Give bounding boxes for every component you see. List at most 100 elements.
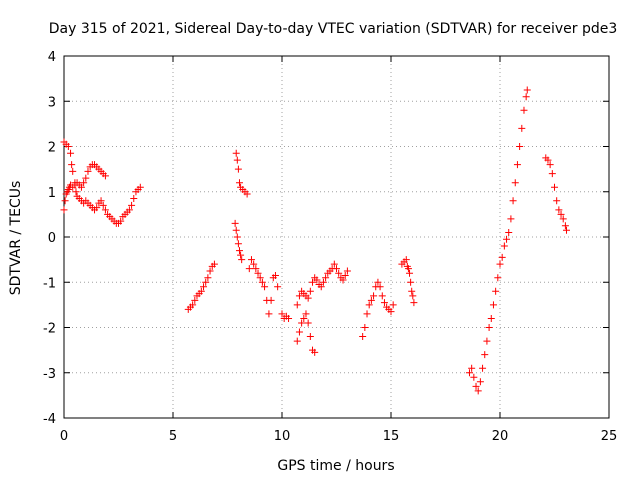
data-point — [232, 149, 240, 157]
data-point — [489, 301, 497, 309]
grid-lines — [64, 56, 609, 418]
data-point — [304, 319, 312, 327]
data-point — [559, 215, 567, 223]
data-point — [518, 124, 526, 132]
data-point — [363, 310, 371, 318]
y-tick-label: -3 — [43, 367, 56, 382]
data-point — [339, 276, 347, 284]
data-point — [234, 165, 242, 173]
data-point — [233, 156, 241, 164]
data-point — [243, 190, 251, 198]
data-point — [69, 167, 77, 175]
data-point — [322, 274, 330, 282]
data-point — [343, 267, 351, 275]
data-point — [513, 161, 521, 169]
data-point — [93, 204, 101, 212]
data-point — [189, 301, 197, 309]
data-series — [359, 278, 397, 341]
data-point — [317, 283, 325, 291]
data-point — [101, 206, 109, 214]
data-point — [232, 226, 240, 234]
data-point — [553, 197, 561, 205]
x-tick-label: 5 — [169, 429, 177, 444]
y-axis-label: SDTVAR / TECUs — [8, 181, 24, 296]
data-point — [278, 310, 286, 318]
data-point — [387, 308, 395, 316]
data-point — [84, 167, 92, 175]
data-point — [295, 328, 303, 336]
data-point — [267, 296, 275, 304]
data-point — [300, 314, 308, 322]
data-point — [409, 292, 417, 300]
data-point — [474, 387, 482, 395]
data-series — [293, 310, 319, 356]
data-point — [293, 301, 301, 309]
data-point — [274, 283, 282, 291]
data-point — [99, 201, 107, 209]
data-point — [271, 271, 279, 279]
chart-title: Day 315 of 2021, Sidereal Day-to-day VTE… — [49, 21, 618, 37]
data-point — [485, 324, 493, 331]
data-point — [250, 260, 258, 268]
data-point — [64, 143, 72, 150]
data-point — [544, 156, 552, 164]
data-series — [184, 260, 218, 313]
y-tick-label: 4 — [48, 50, 56, 65]
data-point — [481, 351, 489, 359]
data-point — [206, 267, 214, 275]
data-point — [204, 274, 212, 282]
data-point — [130, 195, 138, 203]
data-point — [407, 278, 415, 286]
data-point — [498, 253, 506, 261]
data-point — [80, 179, 88, 187]
y-tick-label: -2 — [43, 322, 56, 337]
data-point — [234, 240, 242, 248]
data-point — [374, 278, 382, 286]
data-point — [507, 215, 515, 223]
x-tick-label: 15 — [383, 429, 400, 444]
data-point — [261, 283, 269, 291]
data-point — [302, 310, 310, 318]
data-point — [410, 299, 418, 307]
data-series — [231, 219, 246, 264]
data-point — [68, 161, 76, 169]
data-point — [551, 183, 558, 191]
data-point — [483, 337, 491, 345]
data-series — [60, 138, 144, 227]
data-point — [313, 276, 321, 284]
data-point — [465, 369, 473, 377]
data-point — [235, 179, 243, 187]
data-point — [496, 260, 504, 268]
data-point — [117, 217, 125, 225]
data-point — [256, 274, 264, 282]
data-point — [200, 283, 208, 291]
data-point — [125, 206, 133, 214]
data-point — [202, 278, 210, 286]
data-point — [97, 197, 105, 205]
data-point — [101, 172, 109, 180]
data-point — [82, 174, 90, 182]
data-series — [465, 86, 531, 395]
data-point — [60, 206, 68, 214]
data-point — [562, 226, 570, 234]
data-point — [254, 269, 262, 277]
data-point — [370, 292, 378, 300]
data-point — [359, 333, 367, 341]
data-point — [258, 278, 266, 286]
data-point — [304, 294, 312, 302]
data-point — [492, 287, 500, 295]
data-series — [542, 154, 570, 234]
data-point — [136, 183, 144, 191]
data-point — [247, 256, 255, 264]
data-point — [365, 301, 373, 309]
data-point — [309, 278, 317, 286]
data-point — [61, 197, 69, 205]
data-point — [509, 197, 517, 205]
data-point — [191, 296, 199, 304]
data-point — [335, 269, 343, 277]
data-series — [293, 260, 351, 309]
axis-ticks: 0 5 10 15 20 25 -4 -3 -2 -1 0 1 2 3 4 — [43, 50, 617, 444]
data-point — [341, 271, 349, 279]
data-point — [548, 170, 556, 178]
